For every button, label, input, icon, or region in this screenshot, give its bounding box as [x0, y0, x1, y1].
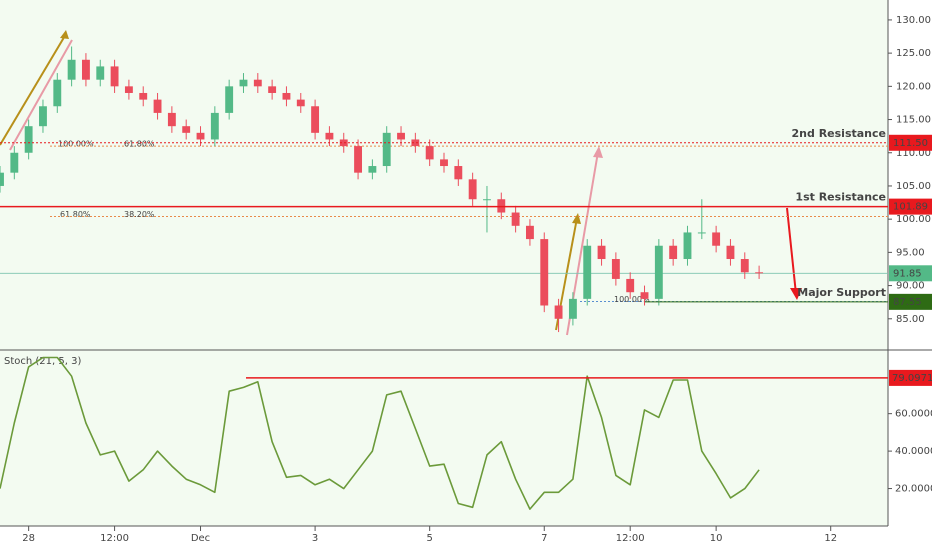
candle-body	[354, 146, 363, 173]
candle-body	[67, 59, 76, 80]
candle-body	[24, 126, 33, 153]
level-value: 111.50	[893, 138, 928, 149]
y-tick-label: 130.00	[896, 15, 931, 26]
candle-body	[124, 86, 133, 93]
candle-body	[740, 259, 749, 273]
y-tick-label: 115.00	[896, 115, 931, 126]
candle-body	[110, 66, 119, 87]
plot-background	[0, 0, 888, 526]
y-tick-label: 100.00	[896, 214, 931, 225]
y-tick-label: 40.0000	[895, 446, 932, 457]
candle-body	[0, 172, 4, 186]
fib-label: 100.00%	[614, 295, 650, 304]
candle-body	[268, 86, 277, 93]
level-box	[889, 293, 932, 310]
candle-body	[697, 232, 706, 234]
candle-body	[654, 245, 663, 299]
y-tick-label: 20.0000	[895, 484, 932, 495]
candle-body	[540, 239, 549, 306]
level-value: 101.89	[893, 202, 928, 213]
candle-body	[210, 112, 219, 140]
level-box	[889, 198, 932, 215]
stoch-line	[0, 356, 760, 510]
x-tick-label: 28	[22, 533, 35, 544]
y-tick-label: 110.00	[896, 148, 931, 159]
x-tick-label: 5	[426, 533, 432, 544]
x-tick-label: 10	[710, 533, 723, 544]
fib-label: 61.80%	[60, 210, 91, 219]
candle-body	[282, 92, 291, 100]
fib-label: 61.80%	[124, 140, 155, 149]
candle-body	[253, 79, 262, 87]
x-tick-label: 12:00	[100, 533, 129, 544]
candle-body	[39, 106, 47, 127]
candle-body	[368, 166, 377, 173]
candle-body	[568, 298, 577, 319]
candle-body	[382, 132, 391, 167]
fib-label: 100.00%	[58, 140, 94, 149]
x-tick-label: 3	[312, 533, 318, 544]
candle-body	[196, 132, 205, 140]
last-price-label: 91.85	[893, 268, 922, 279]
candle-body	[225, 86, 234, 113]
y-tick-label: 120.00	[896, 81, 931, 92]
y-tick-label: 105.00	[896, 181, 931, 192]
stoch-level-box	[889, 369, 932, 386]
candle-body	[296, 99, 305, 107]
x-tick-label: Dec	[191, 533, 210, 544]
fib-label: 38.20%	[124, 210, 155, 219]
x-tick-label: 7	[541, 533, 547, 544]
candle-body	[640, 292, 649, 299]
candle-body	[683, 232, 692, 260]
arrows	[0, 30, 802, 336]
candle-body	[597, 245, 606, 260]
level-box	[889, 134, 932, 151]
level-name: 1st Resistance	[795, 191, 886, 204]
candle-body	[583, 245, 592, 299]
candle-body	[311, 106, 320, 133]
candle-body	[139, 92, 148, 100]
candle-body	[483, 199, 491, 201]
candle-body	[397, 132, 405, 140]
candle-body	[726, 245, 735, 260]
level-name: Major Support	[797, 286, 886, 299]
candle-body	[511, 212, 520, 226]
candle-body	[525, 225, 534, 240]
y-tick-label: 95.00	[896, 247, 925, 258]
level-name: 2nd Resistance	[792, 127, 886, 140]
candle-body	[611, 259, 620, 279]
candle-body	[440, 159, 448, 167]
candle-body	[81, 59, 90, 80]
candle-body	[755, 272, 764, 274]
y-tick-label: 60.0000	[895, 409, 932, 420]
candle-body	[239, 79, 248, 87]
candle-body	[325, 132, 334, 140]
candle-body	[712, 232, 721, 246]
candle-body	[554, 305, 563, 319]
level-value: 87.55	[893, 297, 922, 308]
candle-body	[454, 166, 463, 180]
x-tick-label: 12:00	[616, 533, 645, 544]
y-tick-label: 85.00	[896, 314, 925, 325]
candle-body	[669, 245, 678, 260]
candle-body	[153, 99, 162, 113]
y-tick-label: 125.00	[896, 48, 931, 59]
candle-body	[167, 112, 176, 127]
candle-body	[339, 139, 348, 147]
y-tick-label: 90.00	[896, 281, 925, 292]
stoch-title: Stoch (21, 5, 3)	[4, 356, 81, 367]
candle-body	[626, 278, 635, 293]
stoch-level-label: 79.0971	[892, 373, 932, 384]
last-price-box	[889, 265, 932, 282]
candle-body	[96, 66, 105, 80]
candle-body	[182, 126, 191, 133]
candle-body	[53, 79, 62, 107]
x-tick-label: 12	[824, 533, 837, 544]
candle-body	[468, 179, 477, 200]
candle-body	[411, 139, 420, 147]
candle-body	[10, 152, 19, 173]
candle-body	[425, 146, 434, 160]
